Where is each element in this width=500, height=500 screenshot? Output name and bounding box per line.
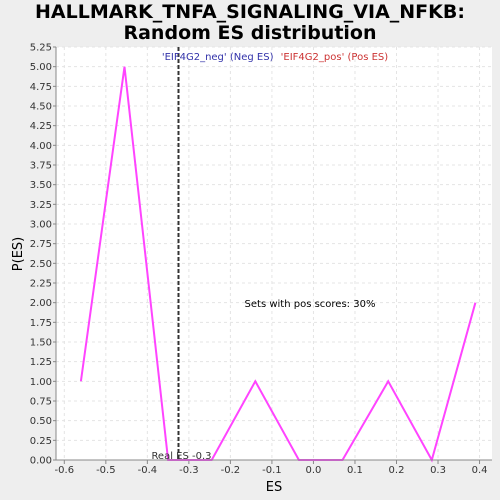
y-tick-label: 5.25 [30, 43, 52, 54]
x-tick-label: -0.6 [55, 465, 75, 476]
x-tick-label: 0.2 [389, 465, 405, 476]
y-tick-label: 0.25 [30, 436, 52, 447]
y-tick-label: 4.75 [30, 82, 52, 93]
legend-pos-es: 'EIF4G2_pos' (Pos ES) [281, 52, 389, 63]
chart-title-line-1: HALLMARK_TNFA_SIGNALING_VIA_NFKB: [35, 1, 465, 23]
y-tick-label: 2.75 [30, 239, 52, 250]
x-tick-label: 0.0 [305, 465, 321, 476]
y-tick-label: 0.00 [30, 456, 52, 467]
y-tick-label: 5.00 [30, 62, 52, 73]
real-es-label: Real ES -0.3 [151, 451, 211, 462]
y-tick-label: 1.25 [30, 357, 52, 368]
series-line [79, 66, 477, 463]
y-tick-label: 3.00 [30, 220, 52, 231]
y-tick-label: 3.25 [30, 200, 52, 211]
x-tick-label: 0.4 [472, 465, 488, 476]
axis-ticks: 0.00 0.25 0.50 0.75 1.00 1.25 1.50 1.75 2.00 2.25… [30, 43, 488, 477]
x-tick-label: -0.1 [262, 465, 282, 476]
y-axis-label: P(ES) [11, 237, 26, 271]
x-tick-label: 0.3 [430, 465, 446, 476]
pos-score-annotation: Sets with pos scores: 30% [245, 299, 376, 310]
y-tick-label: 0.75 [30, 397, 52, 408]
legend: 'EIF4G2_neg' (Neg ES) 'EIF4G2_pos' (Pos … [162, 52, 388, 63]
legend-neg-es: 'EIF4G2_neg' (Neg ES) [162, 52, 274, 63]
x-tick-label: -0.3 [179, 465, 199, 476]
y-tick-label: 1.00 [30, 377, 52, 388]
y-tick-label: 3.75 [30, 161, 52, 172]
y-tick-label: 1.75 [30, 318, 52, 329]
y-tick-label: 2.00 [30, 298, 52, 309]
grid [56, 46, 492, 461]
chart-title-line-2: Random ES distribution [123, 22, 377, 44]
y-tick-label: 4.25 [30, 121, 52, 132]
series [79, 66, 477, 463]
y-tick-label: 1.50 [30, 338, 52, 349]
y-tick-label: 2.25 [30, 279, 52, 290]
x-tick-label: -0.2 [221, 465, 241, 476]
y-tick-label: 2.50 [30, 259, 52, 270]
x-tick-label: -0.5 [96, 465, 116, 476]
y-tick-label: 4.00 [30, 141, 52, 152]
y-tick-label: 4.50 [30, 102, 52, 113]
x-axis-label: ES [266, 480, 282, 495]
y-tick-label: 3.50 [30, 180, 52, 191]
x-tick-label: -0.4 [138, 465, 158, 476]
plot-area [56, 47, 492, 460]
y-tick-label: 0.50 [30, 416, 52, 427]
x-tick-label: 0.1 [347, 465, 363, 476]
